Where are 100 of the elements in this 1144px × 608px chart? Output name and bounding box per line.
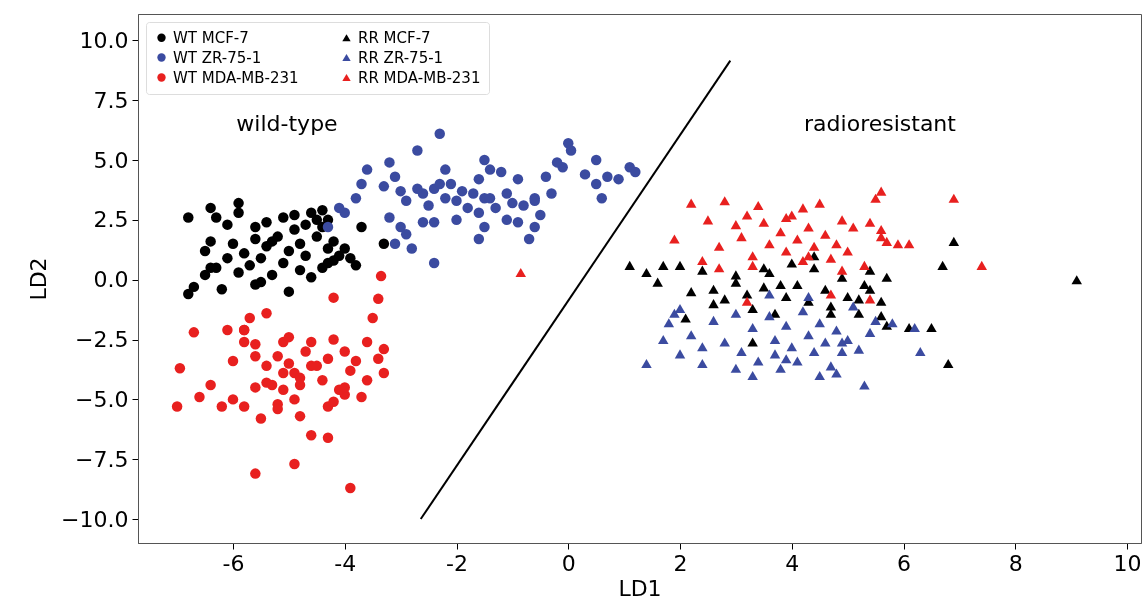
point [875,296,887,306]
point [803,291,814,301]
point [948,193,960,203]
point [283,245,295,257]
y-tick-label: −2.5 [75,327,129,353]
point [685,330,697,340]
point [836,337,848,347]
point [864,327,876,337]
point [775,279,786,290]
point [356,221,367,233]
point [792,234,803,244]
annotation: radioresistant [804,111,957,136]
point [753,200,764,211]
point [820,337,831,347]
point [847,222,859,232]
point [825,289,837,299]
point [311,214,323,226]
legend-label: RR ZR-75-1 [358,48,444,67]
point [764,267,775,278]
point [831,325,842,335]
y-tick-label: 0.0 [93,267,129,293]
point [864,284,876,294]
y-tick-label: 5.0 [93,147,129,173]
point [808,263,820,273]
point [317,262,328,273]
point [864,294,876,304]
point [697,342,708,352]
legend-label: WT MDA-MB-231 [173,68,299,87]
point [976,260,987,270]
point [697,358,708,369]
point [741,289,753,299]
point [808,241,820,251]
point [378,238,390,250]
point [222,252,233,264]
point [926,323,937,333]
point [758,282,770,292]
x-tick-label: -4 [334,550,357,576]
point [283,286,295,297]
point [847,301,859,311]
point [825,253,837,263]
point [663,318,675,328]
point [674,349,686,359]
y-tick-label: 2.5 [93,207,129,233]
y-tick-label: −7.5 [75,446,129,472]
point [294,264,306,276]
y-tick-label: −10.0 [61,506,129,532]
point [825,301,837,311]
point [942,358,954,369]
point [641,358,652,369]
point [272,231,283,242]
point [199,269,211,281]
x-axis-title: LD1 [618,575,662,601]
point [764,289,775,299]
point [685,198,697,208]
point [803,222,814,232]
point [713,241,725,251]
x-tick-label: -6 [222,550,245,576]
point [222,219,233,230]
point [747,323,758,333]
point [780,354,792,364]
point [730,270,742,280]
point [674,260,686,270]
point [842,291,853,301]
x-tick-label: 2 [673,550,688,576]
point [289,224,300,235]
point [233,267,244,278]
point [836,265,848,275]
point [250,233,261,245]
point [238,248,250,259]
point [864,217,876,227]
point [853,308,865,318]
point [708,299,719,309]
point [708,284,719,294]
point [669,234,680,244]
point [948,236,960,246]
point [792,279,803,290]
point [903,239,915,249]
point [294,238,306,250]
point [814,198,825,208]
point [702,215,714,225]
legend-label: RR MDA-MB-231 [358,68,481,87]
point [233,197,244,209]
point [780,246,792,256]
point [780,212,792,222]
point [300,250,311,261]
point [697,256,708,266]
point [870,315,881,325]
point [859,260,870,270]
point [183,288,194,300]
point [825,361,837,371]
point [736,346,747,357]
legend-label: WT ZR-75-1 [173,48,262,67]
point [328,236,339,247]
point [317,205,328,216]
point [792,356,803,366]
point [780,320,792,330]
point [708,315,719,325]
point [747,260,758,270]
point [199,245,211,257]
point [730,363,742,373]
